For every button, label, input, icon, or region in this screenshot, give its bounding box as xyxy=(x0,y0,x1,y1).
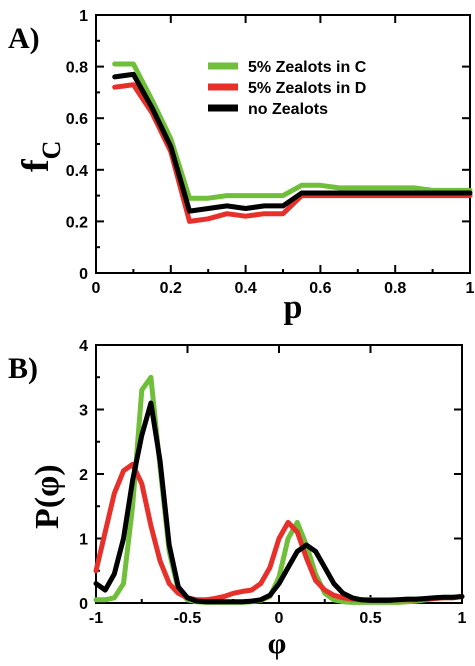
legend-label-2: no Zealots xyxy=(248,101,328,118)
y-tick-label: 0.6 xyxy=(66,111,88,128)
y-tick-label: 0 xyxy=(79,596,88,613)
series-line-2 xyxy=(93,400,465,605)
x-axis-label: p xyxy=(284,289,303,326)
y-tick-label: 4 xyxy=(79,338,88,355)
x-tick-label: 1 xyxy=(466,280,475,297)
y-tick-label: 0.8 xyxy=(66,60,88,77)
chart-panel-b: -1 -0.5 0 0.5 1 0 1 2 3 4 B) φ P(φ) xyxy=(8,338,467,660)
y-tick-label: 0 xyxy=(79,266,88,283)
chart-panel-a: 0 0.2 0.4 0.6 0.8 1 0 0.2 0.4 0.6 0.8 1 A) p fC 5% Zeal… xyxy=(8,8,475,326)
y-axis-label-main: f xyxy=(15,158,57,172)
series-line-2 xyxy=(112,71,473,214)
x-tick-label: -0.5 xyxy=(174,610,202,627)
y-tick-label: 0.2 xyxy=(66,214,88,231)
x-tick-label: 0 xyxy=(92,280,101,297)
x-axis-label: φ xyxy=(268,627,287,660)
x-tick-label: 0.4 xyxy=(234,280,256,297)
x-tick-label: 1 xyxy=(458,610,467,627)
y-tick-label: 0.4 xyxy=(66,163,88,180)
y-tick-label: 1 xyxy=(79,8,88,25)
legend-label-1: 5% Zealots in D xyxy=(248,80,366,97)
x-tick-label: 0.5 xyxy=(359,610,381,627)
plot-frame xyxy=(95,14,471,274)
y-tick-label: 2 xyxy=(79,467,88,484)
x-tick-label: -1 xyxy=(89,610,103,627)
y-tick-label: 1 xyxy=(79,532,88,549)
y-tick-label: 3 xyxy=(79,403,88,420)
x-tick-label: 0 xyxy=(275,610,284,627)
panel-label: B) xyxy=(8,352,38,385)
x-tick-label: 0.2 xyxy=(160,280,182,297)
x-tick-label: 0.6 xyxy=(309,280,331,297)
legend-label-0: 5% Zealots in C xyxy=(248,59,367,76)
x-tick-label: 0.8 xyxy=(384,280,406,297)
panel-label: A) xyxy=(8,22,40,55)
legend: 5% Zealots in C 5% Zealots in D no Zealots xyxy=(208,59,367,118)
y-axis-label-sub: C xyxy=(37,141,66,160)
y-axis-label: fC xyxy=(15,141,66,172)
y-axis-label: P(φ) xyxy=(29,464,66,529)
